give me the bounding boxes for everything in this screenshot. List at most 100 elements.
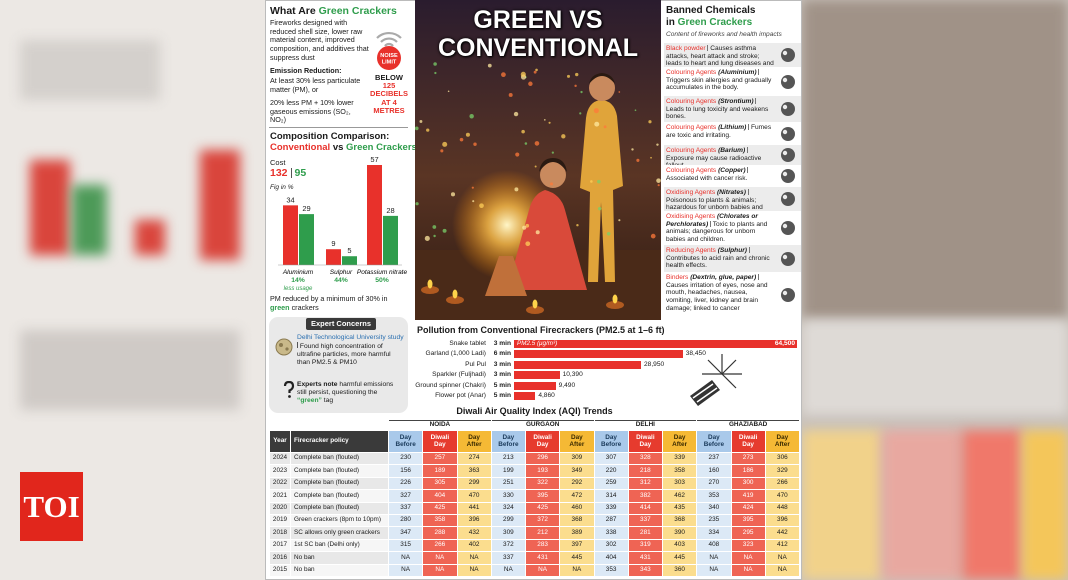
table-title: Diwali Air Quality Index (AQI) Trends — [456, 406, 613, 416]
light-dot — [433, 62, 437, 66]
aqi-cell: 353 — [697, 490, 731, 502]
value-label: 9 — [331, 239, 335, 248]
category-label: Sparkler (Fuljhadi) — [432, 371, 486, 379]
illustration — [415, 0, 661, 320]
icon-shape — [782, 254, 788, 259]
aqi-cell: NA — [423, 552, 457, 564]
subtitle: Content of fireworks and health impacts — [666, 31, 782, 38]
agent-name: Colouring Agents — [666, 124, 717, 131]
icon-shape — [781, 48, 795, 62]
icon-shape — [781, 169, 795, 183]
aqi-cell: 412 — [765, 539, 799, 552]
aqi-cell: 404 — [423, 490, 457, 502]
unit-note: Fig in % — [270, 184, 294, 191]
aqi-cell: 287 — [594, 515, 628, 527]
aqi-cell: 462 — [663, 490, 697, 502]
expert-header: Expert Concerns — [306, 318, 376, 330]
background-blur — [200, 150, 240, 260]
policy-cell: Complete ban (flouted) — [291, 502, 388, 514]
light-dot — [566, 74, 571, 78]
light-dot — [426, 128, 430, 132]
aqi-cell: 280 — [389, 515, 423, 527]
aqi-cell: 349 — [560, 465, 594, 477]
girl-figure — [507, 190, 587, 290]
pollution-chart: Snake tablet 3 min PM2.5 (μg/m³) 64,500 Garl… — [415, 336, 801, 406]
aqi-cell: 305 — [423, 477, 457, 490]
aqi-cell: 314 — [594, 490, 628, 502]
section-title: What Are Green Crackers — [270, 5, 397, 17]
light-dot — [515, 152, 520, 157]
aqi-cell: 441 — [457, 502, 491, 514]
subheader: Day Before — [389, 431, 423, 452]
noise-limit: 125 DECIBELS AT 4 METRES — [370, 81, 408, 115]
aqi-cell: 347 — [389, 527, 423, 539]
footnote-text: crackers — [291, 302, 319, 312]
background-blur — [802, 430, 882, 580]
icon-shape — [781, 221, 795, 235]
light-dot — [434, 71, 437, 75]
health-effect: Causes irritation of eyes, nose and mout… — [666, 281, 768, 312]
agent-detail: (Nitrates) — [716, 189, 746, 196]
agent-name: Colouring Agents — [666, 69, 717, 76]
agent-detail: (Chlorates or Perchlorates) — [666, 213, 759, 228]
category-label: Snake tablet — [449, 340, 486, 347]
chemical-item: Colouring Agents (Strontium) Leads to lu… — [664, 96, 801, 122]
background-blur — [882, 430, 962, 580]
description: Fireworks designed with reduced shell si… — [270, 18, 369, 62]
aqi-cell: 408 — [697, 539, 731, 552]
aqi-cell: 472 — [560, 490, 594, 502]
separator — [748, 124, 750, 130]
cost-values: 132 95 — [270, 167, 306, 179]
light-dot — [656, 178, 661, 183]
aqi-cell: 235 — [697, 515, 731, 527]
emission-option: 20% less PM + 10% lower gaseous emission… — [270, 98, 354, 125]
bar — [383, 215, 398, 265]
light-dot — [606, 232, 611, 236]
aqi-cell: 396 — [765, 515, 799, 527]
expert-box — [269, 317, 408, 413]
background-blur — [802, 0, 1068, 320]
note-text: tag — [323, 396, 334, 404]
emission-option: At least 30% less particulate matter (PM… — [270, 76, 361, 94]
light-dot — [520, 71, 526, 77]
light-dot — [487, 63, 492, 68]
chart-title: Composition Comparison: — [270, 131, 390, 142]
agent-name: Binders — [666, 274, 689, 281]
policy-cell: No ban — [291, 564, 388, 576]
policy-cell: Complete ban (flouted) — [291, 453, 388, 465]
bar — [514, 340, 797, 348]
bar — [326, 249, 341, 265]
health-effect: Contributes to acid rain and chronic hea… — [666, 254, 770, 270]
subheader: Diwali Day — [628, 431, 662, 452]
light-dot — [603, 125, 607, 129]
chemical-icon — [781, 48, 795, 62]
light-dot — [513, 111, 519, 117]
subheader-text: Day Before — [601, 433, 622, 448]
chart-title: Pollution from Conventional Firecrackers… — [417, 325, 665, 335]
light-dot — [469, 114, 474, 119]
chemical-icon — [781, 126, 795, 141]
light-dot — [472, 200, 475, 203]
chemical-icon — [781, 251, 795, 266]
aqi-cell: 396 — [457, 515, 491, 527]
aqi-cell: 395 — [526, 490, 560, 502]
agent-detail: (Strontium) — [718, 98, 754, 105]
light-dot — [657, 184, 660, 187]
subheader-text: Day After — [774, 433, 790, 448]
light-dot — [593, 108, 599, 114]
light-dot — [521, 129, 525, 134]
boy-head — [589, 75, 615, 101]
category-note: 14% — [291, 277, 305, 284]
noise-icon: NOISE LIMIT — [376, 31, 402, 70]
diya-flame — [452, 289, 458, 299]
aqi-cell: NA — [560, 564, 594, 576]
light-dot — [479, 203, 484, 209]
separator — [707, 45, 709, 51]
aqi-cell: 160 — [697, 465, 731, 477]
aqi-cell: 353 — [594, 564, 628, 576]
value-label: 57 — [370, 155, 378, 164]
aqi-cell: 315 — [389, 539, 423, 552]
subheader: Diwali Day — [526, 431, 560, 452]
aqi-cell: 299 — [491, 515, 525, 527]
light-dot — [522, 225, 527, 230]
